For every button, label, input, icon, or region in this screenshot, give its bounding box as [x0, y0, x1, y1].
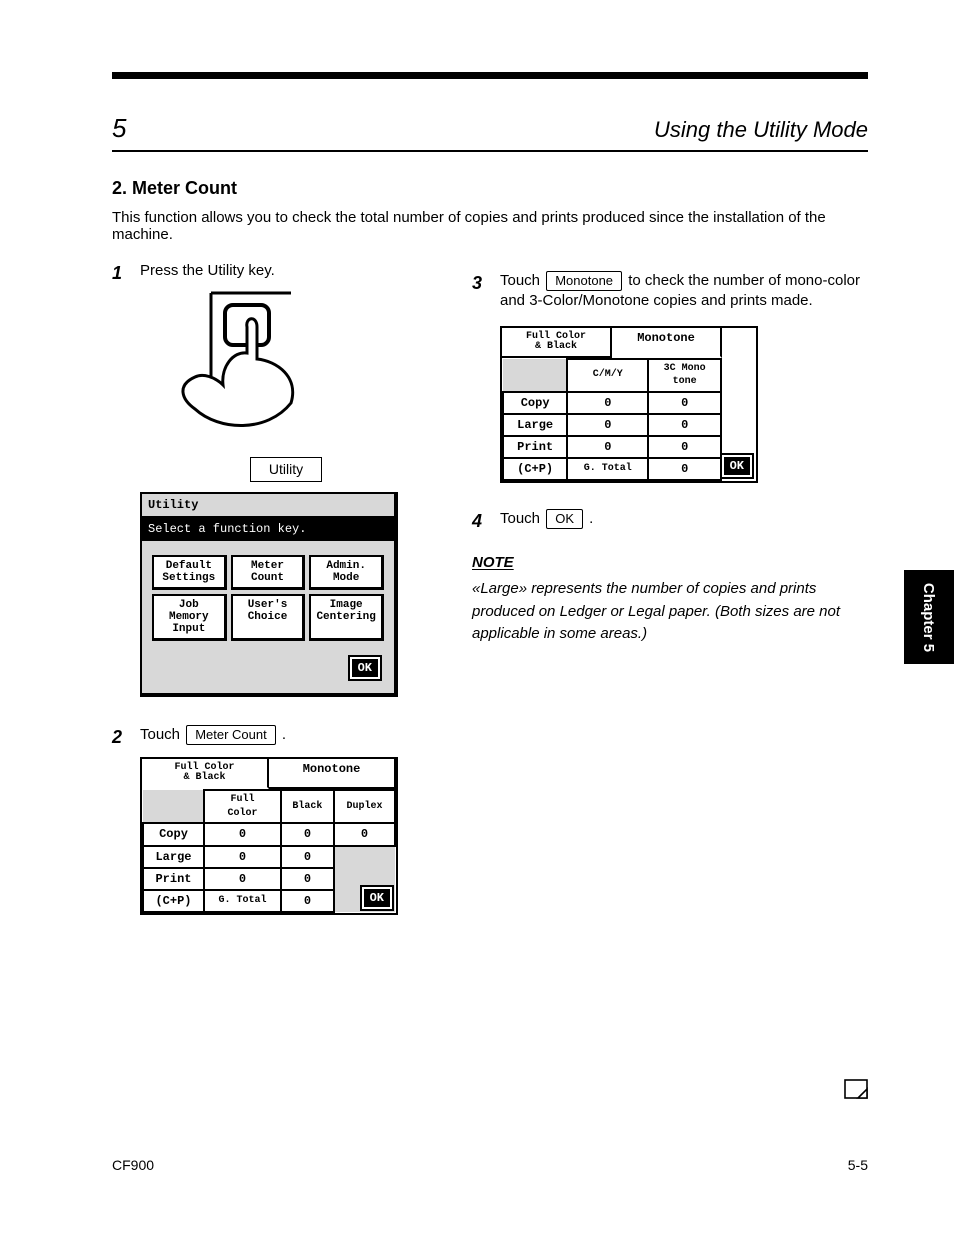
meter-cell: 0 — [567, 436, 648, 458]
utility-lcd-sub: Select a function key. — [142, 518, 394, 540]
step-4-text-a: Touch — [500, 510, 544, 527]
chapter-number: 5 — [112, 113, 126, 144]
utility-menu-button[interactable]: Job Memory Input — [152, 594, 227, 641]
step-3-number: 3 — [472, 271, 490, 483]
meter-cell: 0 — [648, 458, 721, 480]
meter-cell: G. Total — [204, 890, 281, 912]
step-4-text-b: . — [589, 510, 593, 527]
meter-cell: 0 — [648, 436, 721, 458]
utility-ok-button[interactable]: OK — [350, 657, 380, 679]
note-heading: NOTE — [472, 552, 868, 575]
meter-cell: 0 — [204, 868, 281, 890]
thin-rule — [112, 150, 868, 152]
meter-col-header: Black — [281, 790, 334, 823]
utility-key-label: Utility — [250, 457, 322, 482]
utility-menu-button[interactable]: Meter Count — [231, 555, 306, 590]
top-thick-bar — [112, 72, 868, 79]
meter-col-header: C/M/Y — [567, 359, 648, 392]
meter-col-header — [143, 790, 204, 823]
step-4-number: 4 — [472, 509, 490, 533]
meter-fullcolor-lcd: Full Color & Black Monotone Full ColorBl… — [140, 757, 398, 915]
meter-col-header: Duplex — [334, 790, 395, 823]
meter-col-header: Full Color — [204, 790, 281, 823]
meter-cell: 0 — [334, 823, 395, 845]
meter-cell: 0 — [567, 392, 648, 414]
section-subtext: This function allows you to check the to… — [112, 209, 868, 243]
meter-row-label: Copy — [143, 823, 204, 845]
meter-monotone-lcd: Full Color & Black Monotone C/M/Y3C Mono… — [500, 326, 758, 484]
meter-row-label: (C+P) — [143, 890, 204, 912]
meter-cell: 0 — [204, 846, 281, 868]
tab-monotone[interactable]: Monotone — [269, 759, 396, 789]
meter3-ok-button[interactable]: OK — [722, 455, 752, 477]
step-2-text-b: . — [282, 726, 286, 743]
meter-cell: 0 — [281, 890, 334, 912]
tab-fullcolor-black-2[interactable]: Full Color & Black — [502, 328, 612, 358]
meter-row-label: Large — [503, 414, 567, 436]
meter-row-label: Print — [143, 868, 204, 890]
page-turn-icon — [844, 1079, 868, 1103]
section-heading: 2. Meter Count — [112, 178, 868, 199]
step-1-text: Press the Utility key. — [140, 262, 275, 279]
meter-col-header — [503, 359, 567, 392]
tab-fullcolor-black[interactable]: Full Color & Black — [142, 759, 269, 789]
step-2-text-a: Touch — [140, 726, 184, 743]
chapter-title: Using the Utility Mode — [654, 117, 868, 143]
utility-key-illustration — [171, 281, 401, 451]
meter-row-label: Copy — [503, 392, 567, 414]
meter-cell: 0 — [648, 414, 721, 436]
meter2-ok-button[interactable]: OK — [362, 887, 392, 909]
tab-monotone-2[interactable]: Monotone — [612, 328, 722, 358]
side-tab: Chapter 5 — [904, 570, 954, 664]
side-tab-label: Chapter 5 — [921, 582, 938, 651]
meter-cell: 0 — [281, 868, 334, 890]
utility-menu-button[interactable]: Default Settings — [152, 555, 227, 590]
meter-cell: 0 — [281, 823, 334, 845]
step-2-number: 2 — [112, 725, 130, 915]
note-body: «Large» represents the number of copies … — [472, 578, 868, 646]
footer-page: 5-5 — [848, 1157, 868, 1173]
utility-menu-button[interactable]: Image Centering — [309, 594, 384, 641]
meter-cell: 0 — [204, 823, 281, 845]
meter-col-header: 3C Mono tone — [648, 359, 721, 392]
utility-lcd-title: Utility — [142, 494, 394, 518]
meter-row-label: (C+P) — [503, 458, 567, 480]
monotone-key[interactable]: Monotone — [546, 271, 622, 291]
footer-model: CF900 — [112, 1157, 154, 1173]
meter-cell — [334, 846, 395, 868]
utility-lcd: Utility Select a function key. Default S… — [140, 492, 398, 697]
utility-menu-button[interactable]: User's Choice — [231, 594, 306, 641]
meter-cell: 0 — [567, 414, 648, 436]
meter-cell: 0 — [281, 846, 334, 868]
meter-row-label: Print — [503, 436, 567, 458]
meter-count-key[interactable]: Meter Count — [186, 725, 276, 745]
ok-key[interactable]: OK — [546, 509, 583, 529]
utility-menu-button[interactable]: Admin. Mode — [309, 555, 384, 590]
step-1-number: 1 — [112, 261, 130, 697]
meter-row-label: Large — [143, 846, 204, 868]
meter-cell: 0 — [648, 392, 721, 414]
meter-cell: G. Total — [567, 458, 648, 480]
step-3-text-a: Touch — [500, 272, 544, 289]
